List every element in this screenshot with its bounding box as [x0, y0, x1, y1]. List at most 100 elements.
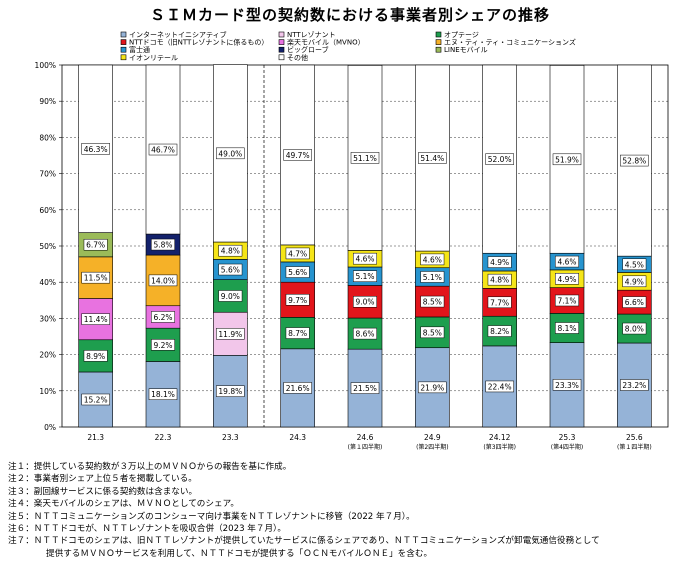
y-tick-label: 20% — [39, 351, 56, 360]
data-label: 4.5% — [625, 260, 644, 269]
data-label-box — [148, 274, 178, 287]
data-label-box — [555, 322, 579, 334]
data-label: 9.2% — [153, 341, 172, 350]
legend-swatch-series — [120, 31, 127, 38]
x-tick-label: 24.3 — [289, 433, 306, 442]
data-label-box — [216, 147, 245, 160]
y-tick-label: 0% — [44, 423, 56, 432]
data-label-box — [350, 152, 380, 164]
legend-swatch-series — [435, 39, 442, 45]
data-label-box — [620, 379, 649, 391]
x-tick-sublabel: (第3四半期) — [483, 443, 516, 451]
y-tick-label: 100% — [35, 61, 56, 70]
stacked-bar-chart: インターネットイニシアティブ NTTレゾナント オプテージ NTTドコモ（旧NTTレゾ… — [35, 30, 669, 451]
legend-label: イオンリテール — [129, 54, 178, 62]
data-label: 6.6% — [625, 298, 644, 307]
data-label: 8.5% — [423, 298, 442, 307]
data-label: 4.8% — [221, 247, 240, 256]
data-label-box — [283, 149, 312, 161]
x-tick-label: 23.3 — [222, 433, 239, 442]
x-tick-label: 22.3 — [155, 433, 172, 442]
data-label: 5.8% — [153, 241, 172, 250]
data-label-box — [420, 295, 445, 308]
footnote-6: 注６：ＮＴＴドコモが、ＮＴＴレゾナントを吸収合併（2023 年７月）。 — [8, 524, 286, 535]
data-label-box — [283, 382, 312, 394]
data-label-box — [151, 339, 175, 351]
legend-swatch-series — [278, 54, 285, 61]
data-label: 11.9% — [218, 330, 242, 339]
data-label: 23.2% — [622, 381, 646, 390]
data-label: 7.7% — [490, 298, 509, 307]
x-tick-label: 24.9 — [424, 433, 441, 442]
data-label: 18.1% — [151, 390, 175, 399]
data-label: 51.1% — [353, 154, 377, 163]
data-label: 51.9% — [555, 155, 579, 164]
y-tick-label: 50% — [39, 242, 56, 251]
legend-label: 楽天モバイル（MVNO） — [287, 38, 365, 47]
data-label: 6.2% — [153, 313, 172, 322]
footnotes: 注１：提供している契約数が３万以上のＭＶＮＯからの報告を基に作成。 注２：事業者… — [8, 461, 698, 560]
data-label: 4.9% — [490, 258, 509, 267]
legend-swatch-series — [435, 31, 442, 38]
data-label: 4.6% — [557, 258, 576, 267]
legend-label: 富士通 — [129, 45, 150, 54]
data-label: 8.6% — [355, 330, 374, 339]
data-label: 46.3% — [84, 145, 108, 154]
data-label-box — [485, 153, 514, 165]
data-label-box — [350, 382, 380, 394]
data-label: 5.6% — [288, 268, 307, 277]
data-label: 4.9% — [557, 275, 576, 284]
data-label-box — [81, 143, 110, 155]
data-label-box — [353, 252, 377, 265]
data-label-box — [487, 296, 512, 309]
data-label-box — [418, 152, 447, 164]
data-label: 15.2% — [84, 395, 108, 404]
data-label-box — [420, 326, 445, 339]
x-tick-sublabel: (第4四半期) — [551, 443, 584, 451]
data-label: 51.4% — [420, 154, 444, 163]
data-label: 11.4% — [84, 315, 108, 324]
legend-label: オプテージ — [444, 31, 479, 39]
data-label: 6.7% — [86, 241, 105, 250]
data-label: 5.6% — [221, 266, 240, 275]
data-label-box — [218, 244, 243, 257]
data-label: 9.0% — [221, 292, 240, 301]
x-tick-label: 24.6 — [357, 433, 374, 442]
footnote-7: 注７：ＮＴＴドコモのシェアは、旧ＮＴＴレゾナントが提供していたサービスに係るシェ… — [8, 536, 600, 547]
data-label: 4.6% — [423, 255, 442, 264]
data-label-box — [487, 325, 512, 337]
footnote-2: 注２：事業者別シェア上位５者を掲載している。 — [8, 474, 197, 485]
y-tick-label: 40% — [39, 278, 56, 287]
data-label: 21.9% — [420, 383, 444, 392]
legend-swatch-mvno — [278, 39, 285, 45]
y-tick-label: 80% — [39, 133, 56, 142]
data-label: 52.0% — [488, 155, 512, 164]
data-label: 4.8% — [490, 276, 509, 285]
data-label-box — [552, 379, 582, 391]
y-tick-label: 70% — [39, 170, 56, 179]
y-tick-label: 30% — [39, 314, 56, 323]
data-label: 21.5% — [353, 384, 377, 393]
legend-label: LINEモバイル — [444, 46, 488, 54]
y-tick-label: 90% — [39, 97, 56, 106]
data-label-box — [552, 153, 582, 166]
data-label-box — [420, 253, 445, 266]
data-label-box — [151, 311, 175, 323]
x-tick-sublabel: (第１四半期) — [348, 443, 383, 451]
x-tick-label: 25.6 — [626, 433, 643, 442]
data-label: 9.0% — [355, 298, 374, 307]
data-label: 4.6% — [355, 255, 374, 264]
data-label-box — [218, 263, 243, 276]
data-label-box — [81, 393, 110, 406]
data-label: 46.7% — [151, 146, 175, 155]
data-label-box — [148, 388, 178, 400]
data-label-box — [555, 255, 579, 268]
data-label-box — [218, 290, 243, 302]
data-label-box — [285, 247, 310, 260]
x-tick-sublabel: (第１四半期) — [617, 443, 652, 451]
legend-label: その他 — [287, 53, 308, 62]
data-label-box — [285, 327, 310, 339]
data-label: 11.5% — [84, 274, 108, 283]
data-label-box — [555, 294, 579, 307]
data-label-box — [622, 322, 647, 335]
